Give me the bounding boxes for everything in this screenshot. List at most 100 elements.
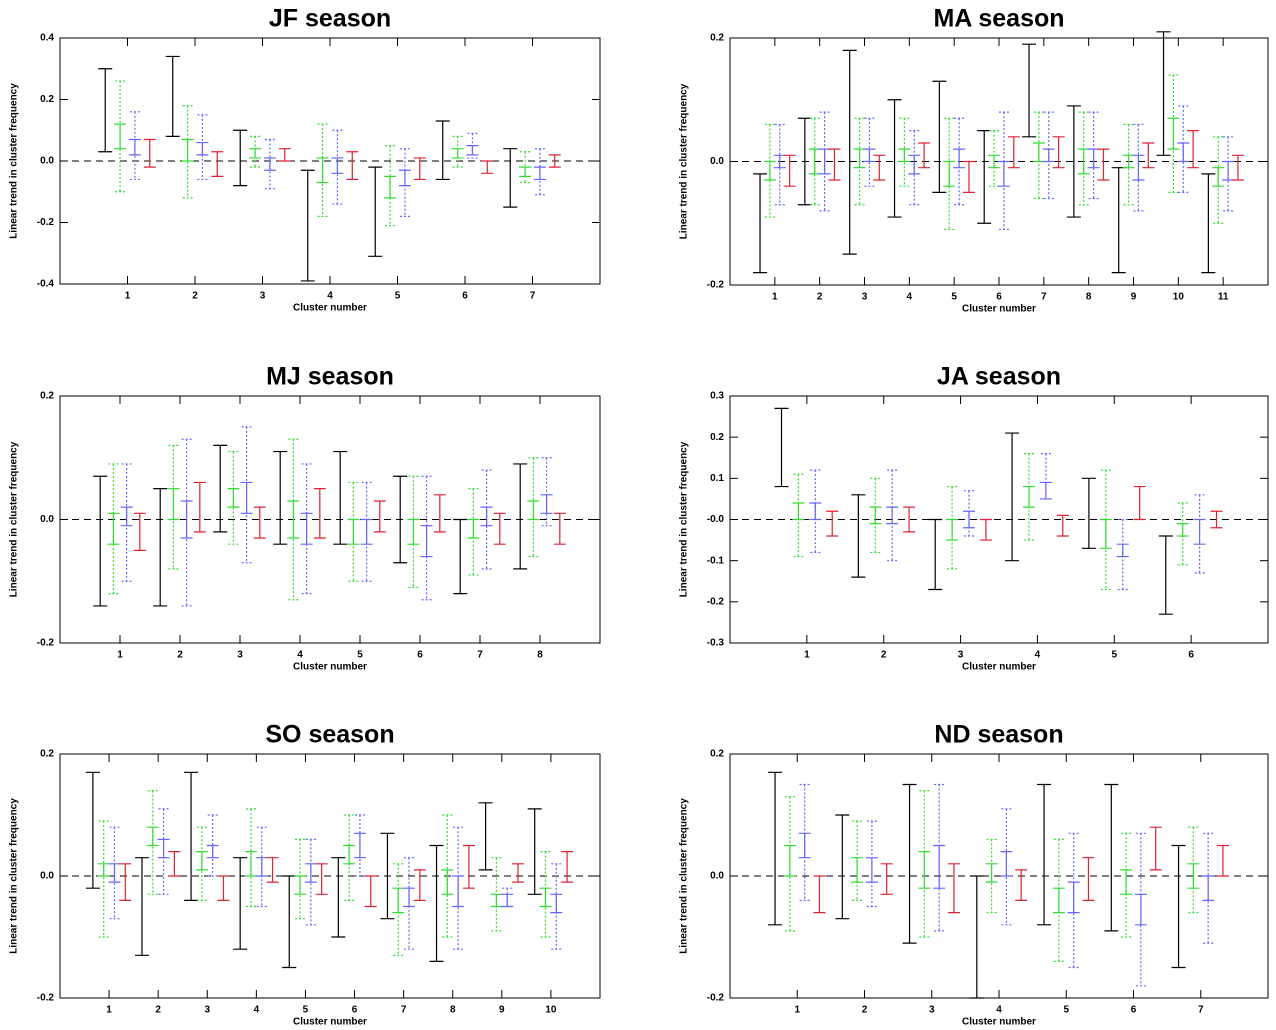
x-tick-label: 4 xyxy=(297,650,303,661)
x-tick-label: 4 xyxy=(996,1005,1002,1016)
error-bar xyxy=(1022,485,1035,508)
error-bar xyxy=(249,148,262,159)
error-bar xyxy=(854,117,865,206)
y-axis-label: Linear trend in cluster frequency xyxy=(679,798,690,954)
y-tick-label: 0.1 xyxy=(710,473,724,484)
error-bar xyxy=(1117,518,1128,591)
error-bar xyxy=(331,857,346,938)
error-bar xyxy=(963,510,976,529)
error-bar xyxy=(294,875,307,895)
x-tick-label: 7 xyxy=(477,650,483,661)
y-tick-label: 0.0 xyxy=(40,871,54,882)
error-bar xyxy=(946,518,959,541)
error-bar xyxy=(1007,136,1020,169)
y-tick-label: -0.2 xyxy=(707,596,725,607)
error-bar xyxy=(1097,148,1110,181)
error-bar xyxy=(533,166,546,181)
x-tick-label: 2 xyxy=(881,650,887,661)
error-bar xyxy=(928,518,943,591)
error-bar xyxy=(1111,167,1126,274)
x-tick-label: 3 xyxy=(929,1005,935,1016)
error-bar xyxy=(1066,105,1081,218)
x-tick-label: 5 xyxy=(357,650,363,661)
error-bar xyxy=(1222,160,1235,181)
error-bar xyxy=(954,117,965,206)
chart-title: ND season xyxy=(934,721,1063,749)
y-axis-label: Linear trend in cluster frequency xyxy=(9,798,20,954)
y-tick-label: 0.0 xyxy=(40,514,54,525)
error-bar xyxy=(880,863,893,895)
error-bar xyxy=(969,875,984,999)
x-tick-label: 10 xyxy=(545,1005,557,1016)
y-tick-label: 0.0 xyxy=(40,156,54,167)
x-tick-label: 2 xyxy=(817,292,823,303)
error-bar xyxy=(1177,142,1190,163)
error-bar xyxy=(520,151,531,184)
error-bar xyxy=(1149,826,1162,871)
x-tick-label: 7 xyxy=(530,291,536,302)
x-tick-label: 8 xyxy=(537,650,543,661)
y-tick-label: -0.2 xyxy=(707,280,725,291)
error-bar xyxy=(1212,167,1225,187)
error-bar xyxy=(93,475,108,607)
error-bar xyxy=(1167,117,1180,150)
error-bar xyxy=(184,771,199,901)
error-bar xyxy=(553,512,566,545)
error-bar xyxy=(481,160,494,174)
error-bar xyxy=(943,160,956,187)
error-bar xyxy=(953,148,966,169)
error-bar xyxy=(1005,432,1020,562)
error-bar xyxy=(392,887,405,914)
error-bar xyxy=(539,887,552,908)
error-bar xyxy=(1082,857,1095,901)
x-tick-label: 6 xyxy=(352,1005,358,1016)
error-bar xyxy=(1087,148,1100,169)
y-tick-label: -0.2 xyxy=(37,638,55,649)
x-tick-label: 3 xyxy=(237,650,243,661)
error-bar xyxy=(1068,832,1079,969)
error-bar xyxy=(1193,518,1206,545)
error-bar xyxy=(490,893,503,908)
error-bar xyxy=(385,145,396,227)
x-tick-label: 3 xyxy=(204,1005,210,1016)
error-bar xyxy=(153,488,168,607)
error-bar xyxy=(287,500,300,539)
error-bar xyxy=(347,518,360,545)
error-bar xyxy=(1052,136,1065,169)
x-tick-label: 4 xyxy=(327,291,333,302)
error-bar xyxy=(1000,851,1013,877)
error-bar xyxy=(527,500,540,521)
x-tick-label: 3 xyxy=(862,292,868,303)
error-bar xyxy=(278,148,291,162)
x-tick-label: 2 xyxy=(155,1005,161,1016)
error-bar xyxy=(398,169,411,187)
error-bar xyxy=(133,512,146,551)
error-bar xyxy=(233,857,248,950)
error-bar xyxy=(932,80,947,193)
error-bar xyxy=(413,869,426,901)
error-bar xyxy=(157,838,170,859)
error-bar xyxy=(250,135,261,168)
error-bar xyxy=(1099,518,1112,549)
error-bar xyxy=(97,863,110,877)
error-bar xyxy=(908,154,921,175)
error-bar xyxy=(534,148,545,196)
error-bar xyxy=(134,857,149,956)
error-bar xyxy=(1042,148,1055,163)
error-bar xyxy=(213,444,228,533)
error-bar xyxy=(1178,105,1189,193)
x-tick-label: 11 xyxy=(1218,292,1229,303)
y-tick-label: 0.3 xyxy=(710,391,724,402)
error-bar xyxy=(158,808,169,895)
error-bar xyxy=(1052,887,1065,914)
error-bar xyxy=(120,506,133,527)
error-bar xyxy=(985,863,998,883)
error-bar xyxy=(1202,875,1215,901)
x-tick-label: 3 xyxy=(260,291,266,302)
error-bar xyxy=(1132,154,1145,181)
error-bar xyxy=(1015,869,1028,901)
error-bar xyxy=(887,99,902,218)
error-bar xyxy=(305,838,316,926)
x-tick-label: 1 xyxy=(794,1005,800,1016)
error-bar xyxy=(344,814,355,901)
